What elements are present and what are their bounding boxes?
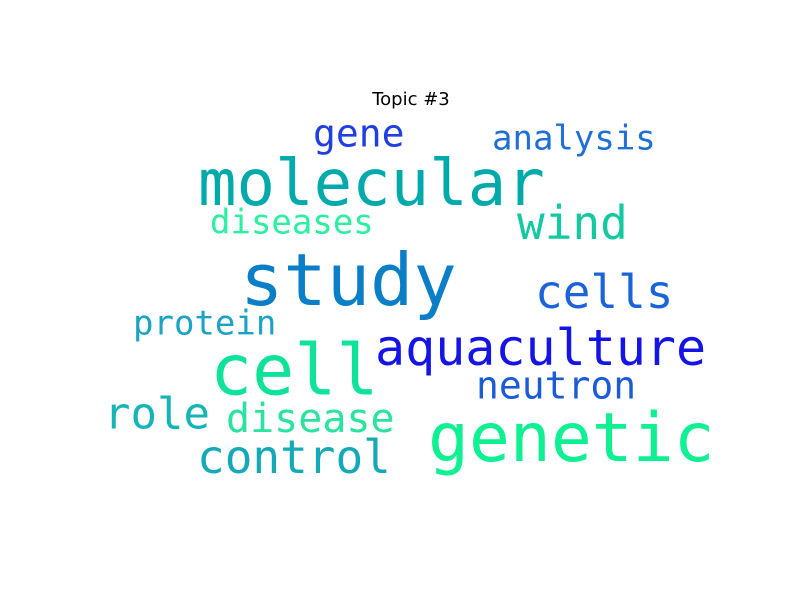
word-aquaculture: aquaculture — [375, 319, 707, 377]
word-role: role — [104, 388, 210, 440]
word-disease: disease — [226, 395, 395, 442]
word-genetic: genetic — [428, 398, 715, 478]
word-diseases: diseases — [210, 202, 374, 243]
figure-title: Topic #3 — [372, 89, 450, 110]
word-cells: cells — [535, 265, 674, 320]
word-gene: gene — [313, 111, 405, 156]
word-cell: cell — [210, 329, 379, 412]
word-neutron: neutron — [476, 363, 637, 408]
word-wind: wind — [517, 196, 628, 251]
word-study: study — [240, 237, 457, 322]
word-control: control — [197, 430, 391, 485]
word-analysis: analysis — [492, 118, 656, 159]
word-molecular: molecular — [198, 147, 545, 222]
word-protein: protein — [133, 303, 277, 344]
